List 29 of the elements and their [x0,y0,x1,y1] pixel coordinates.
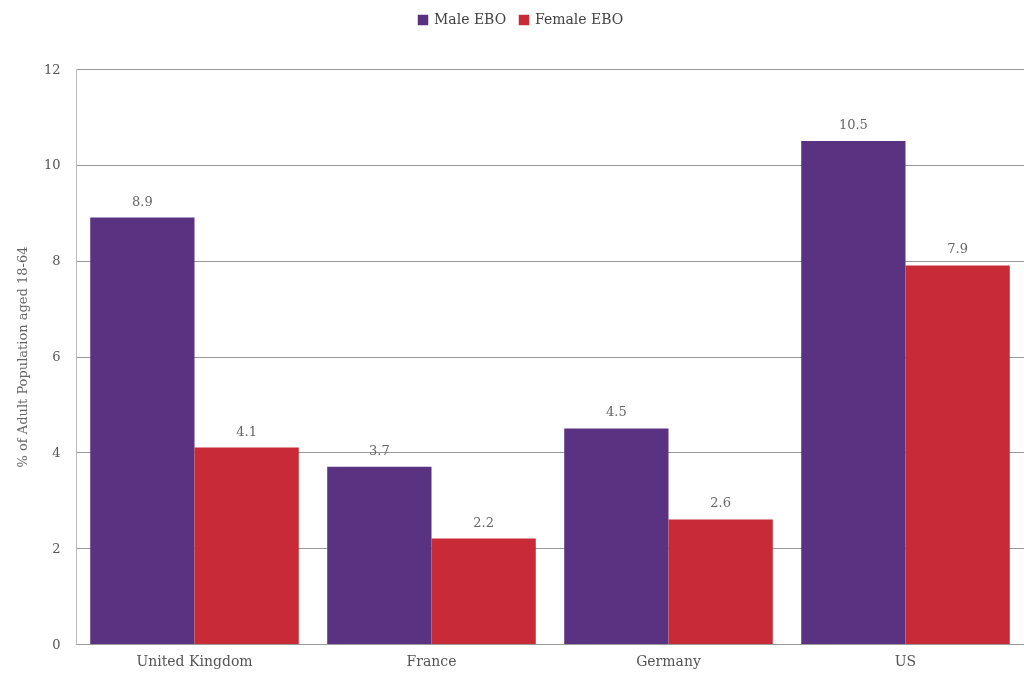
data-label: 2.6 [710,495,731,511]
x-tick-label: Germany [636,652,701,669]
y-tick-label: 4 [52,444,61,460]
legend-label: Male EBO [434,11,507,27]
data-label: 2.2 [473,514,494,530]
y-tick-label: 0 [52,636,61,652]
bar [431,538,536,644]
data-label: 4.5 [606,404,627,420]
y-tick-label: 10 [43,157,61,173]
legend-label: Female EBO [535,11,624,27]
bar [801,140,906,644]
y-tick-label: 6 [52,349,61,364]
data-label: 8.9 [132,193,153,209]
bar [668,519,773,644]
bar [90,217,195,644]
y-tick-label: 12 [43,61,61,77]
bar [905,265,1010,644]
x-tick-label: US [894,652,917,669]
y-tick-label: 8 [52,253,61,269]
y-axis-title: % of Adult Population aged 18-64 [14,246,30,468]
bar [194,447,299,644]
y-tick-label: 2 [52,540,61,556]
bar [327,466,432,644]
bar [564,428,669,644]
x-tick-label: United Kingdom [136,652,253,669]
data-label: 4.1 [236,423,257,439]
data-label: 7.9 [947,241,968,257]
x-tick-label: France [406,652,457,669]
data-label: 10.5 [838,116,868,132]
